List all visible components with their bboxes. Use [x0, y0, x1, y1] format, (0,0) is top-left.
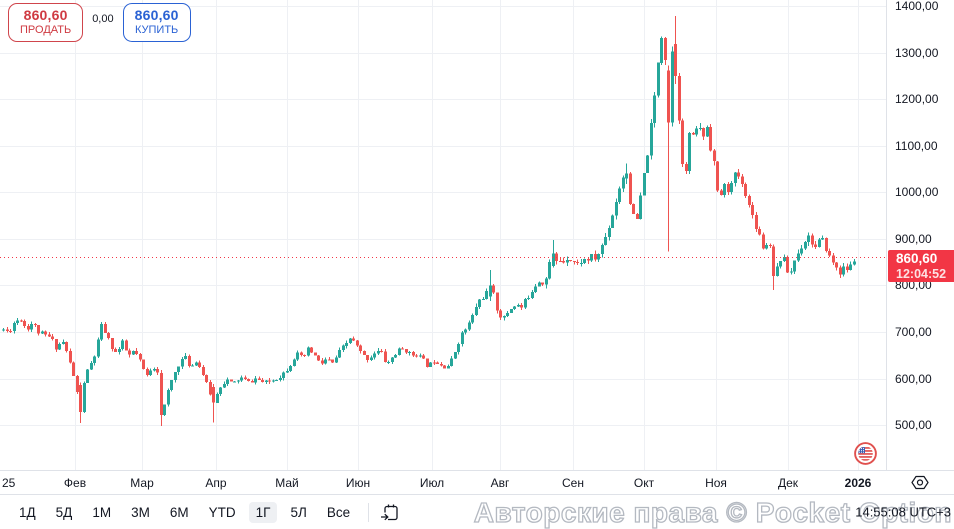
- time-tick-month: Апр: [205, 476, 227, 490]
- buy-price: 860,60: [134, 7, 179, 23]
- time-tick-month: Июл: [419, 476, 445, 490]
- grid: [0, 0, 886, 470]
- buy-label: КУПИТЬ: [134, 24, 179, 37]
- time-tick-month: Ноя: [705, 476, 727, 490]
- go-to-date-button[interactable]: [379, 502, 400, 523]
- time-tick-month: Авг: [490, 476, 510, 490]
- scale-settings-eye-icon[interactable]: [910, 474, 930, 491]
- chart-plot-area[interactable]: [0, 0, 886, 470]
- time-tick-month: Июн: [345, 476, 371, 490]
- range-button-5л[interactable]: 5Л: [290, 504, 307, 520]
- candle-countdown: 12:04:52: [896, 267, 947, 282]
- price-axis[interactable]: 860,60 12:04:52 1400,00 1300,00 1200,00 110…: [886, 0, 954, 494]
- time-tick-month: Фев: [63, 476, 87, 490]
- range-toolbar: 1Д 5Д 1М 3М 6М YTD 1Г 5Л Все 14:55:08 UTC+3: [0, 494, 954, 529]
- range-button-5д[interactable]: 5Д: [55, 504, 73, 520]
- time-axis[interactable]: 25 Фев Мар Апр Май Июн Июл Авг Сен Окт Ноя Дек 2026: [0, 470, 954, 495]
- range-button-все[interactable]: Все: [326, 504, 351, 520]
- price-tick-label: 600,00: [895, 371, 932, 386]
- range-button-1м[interactable]: 1М: [92, 504, 112, 520]
- time-tick-month: Дек: [777, 476, 799, 490]
- candles: [2, 16, 856, 426]
- price-tick-label: 1200,00: [895, 92, 939, 107]
- calendar-arrow-icon: [381, 504, 398, 520]
- buy-button[interactable]: 860,60 КУПИТЬ: [122, 3, 191, 42]
- sell-price: 860,60: [23, 7, 68, 23]
- range-button-3м[interactable]: 3М: [131, 504, 150, 520]
- price-tick-label: 1300,00: [895, 45, 939, 60]
- time-tick-month: Мар: [130, 476, 154, 490]
- spread-value: 0,00: [92, 13, 114, 26]
- time-tick-month: Окт: [633, 476, 655, 490]
- time-tick-month: 25: [2, 476, 16, 490]
- sell-button[interactable]: 860,60 ПРОДАТЬ: [8, 3, 84, 42]
- time-tick-year: 2026: [844, 476, 872, 490]
- sell-label: ПРОДАТЬ: [20, 24, 72, 37]
- time-tick-month: Сен: [562, 476, 584, 490]
- time-tick-month: Май: [275, 476, 299, 490]
- last-price-value: 860,60: [896, 251, 938, 267]
- price-tick-label: 700,00: [895, 324, 932, 339]
- price-tick-label: 1100,00: [895, 138, 938, 153]
- range-button-6м[interactable]: 6М: [169, 504, 189, 520]
- range-button-1г[interactable]: 1Г: [248, 501, 278, 523]
- trade-panel: 860,60 ПРОДАТЬ 0,00 860,60 КУПИТЬ: [8, 3, 191, 42]
- toolbar-divider: [368, 502, 370, 522]
- price-tick-label: 1000,00: [895, 185, 939, 200]
- usd-flag-icon: [854, 442, 877, 465]
- candlestick-chart[interactable]: [0, 0, 886, 470]
- server-clock[interactable]: 14:55:08 UTC+3: [855, 504, 951, 520]
- price-tick-label: 1400,00: [895, 0, 939, 13]
- last-price-tag: 860,60 12:04:52: [888, 250, 954, 283]
- range-button-1д[interactable]: 1Д: [19, 504, 36, 520]
- price-tick-label: 500,00: [895, 418, 932, 433]
- range-buttons: 1Д 5Д 1М 3М 6М YTD 1Г 5Л Все: [9, 501, 360, 523]
- range-button-ytd[interactable]: YTD: [208, 504, 236, 520]
- price-tick-label: 900,00: [895, 231, 932, 246]
